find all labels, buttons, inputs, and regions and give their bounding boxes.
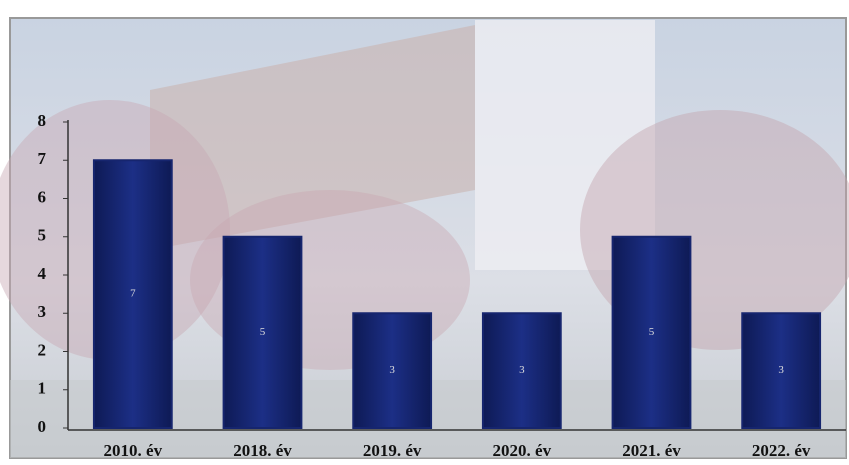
x-tick-label: 2019. év <box>363 441 422 460</box>
y-tick-label: 2 <box>38 340 47 359</box>
value-label: 5 <box>649 326 655 338</box>
y-tick-label: 6 <box>38 187 47 206</box>
bar <box>611 235 692 429</box>
bar <box>222 235 303 429</box>
y-tick-label: 1 <box>38 379 47 398</box>
value-label: 5 <box>260 326 266 338</box>
value-label: 3 <box>519 364 525 376</box>
bar <box>92 159 173 429</box>
y-tick-label: 5 <box>38 226 47 245</box>
y-tick-label: 8 <box>38 111 47 130</box>
x-tick-label: 2020. év <box>493 441 552 460</box>
x-tick-label: 2022. év <box>752 441 811 460</box>
value-label: 3 <box>778 364 784 376</box>
y-tick-label: 4 <box>38 264 47 283</box>
x-tick-label: 2021. év <box>622 441 681 460</box>
bar <box>352 312 433 429</box>
bar <box>481 312 562 429</box>
y-tick-label: 3 <box>38 302 47 321</box>
y-tick-label: 0 <box>38 417 47 436</box>
bar <box>741 312 822 429</box>
value-label: 3 <box>389 364 395 376</box>
value-label: 7 <box>130 288 136 300</box>
x-tick-label: 2010. év <box>104 441 163 460</box>
y-tick-label: 7 <box>38 149 47 168</box>
x-tick-label: 2018. év <box>233 441 292 460</box>
